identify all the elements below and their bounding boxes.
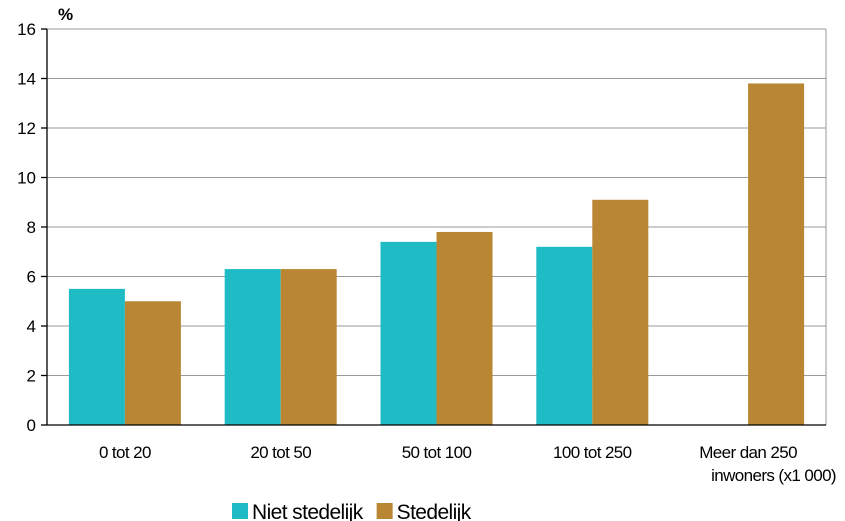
y-tick-label: 16 [17, 20, 36, 39]
y-tick-label: 10 [17, 169, 36, 188]
bar-niet-stedelijk [68, 288, 125, 425]
x-category-label: 50 tot 100 [402, 443, 472, 462]
y-unit-label: % [58, 5, 73, 24]
y-tick-label: 2 [27, 367, 36, 386]
axes [41, 28, 826, 426]
legend-label: Niet stedelijk [252, 501, 364, 521]
y-tick-label: 12 [17, 119, 36, 138]
legend-swatch [376, 503, 393, 519]
y-tick-label: 8 [27, 218, 36, 237]
x-category-labels: 0 tot 20 20 tot 50 50 tot 100 100 tot 250 Me… [99, 443, 798, 462]
bar-niet-stedelijk [380, 241, 437, 425]
bar-stedelijk [436, 231, 493, 425]
y-tick-label: 4 [27, 317, 36, 336]
legend-label: Stedelijk [397, 501, 472, 521]
bar-stedelijk [748, 83, 805, 425]
x-category-label: 100 tot 250 [553, 443, 632, 462]
y-tick-label: 14 [17, 70, 36, 89]
legend: Niet stedelijk Stedelijk [232, 501, 472, 521]
x-category-label: Meer dan 250 [699, 443, 797, 462]
legend-swatch [232, 503, 248, 519]
bar-stedelijk [280, 269, 337, 425]
y-tick-label: 6 [27, 268, 36, 287]
x-axis-label: inwoners (x1 000) [711, 466, 836, 485]
y-tick-label: 0 [27, 416, 36, 435]
bar-niet-stedelijk [536, 246, 593, 425]
bars [68, 83, 805, 425]
bar-stedelijk [592, 199, 649, 425]
x-category-label: 20 tot 50 [250, 443, 311, 462]
x-category-label: 0 tot 20 [99, 443, 151, 462]
bar-stedelijk [124, 301, 181, 425]
y-tick-labels: 0 2 4 6 8 10 12 14 16 [17, 20, 36, 435]
bar-niet-stedelijk [224, 269, 281, 425]
